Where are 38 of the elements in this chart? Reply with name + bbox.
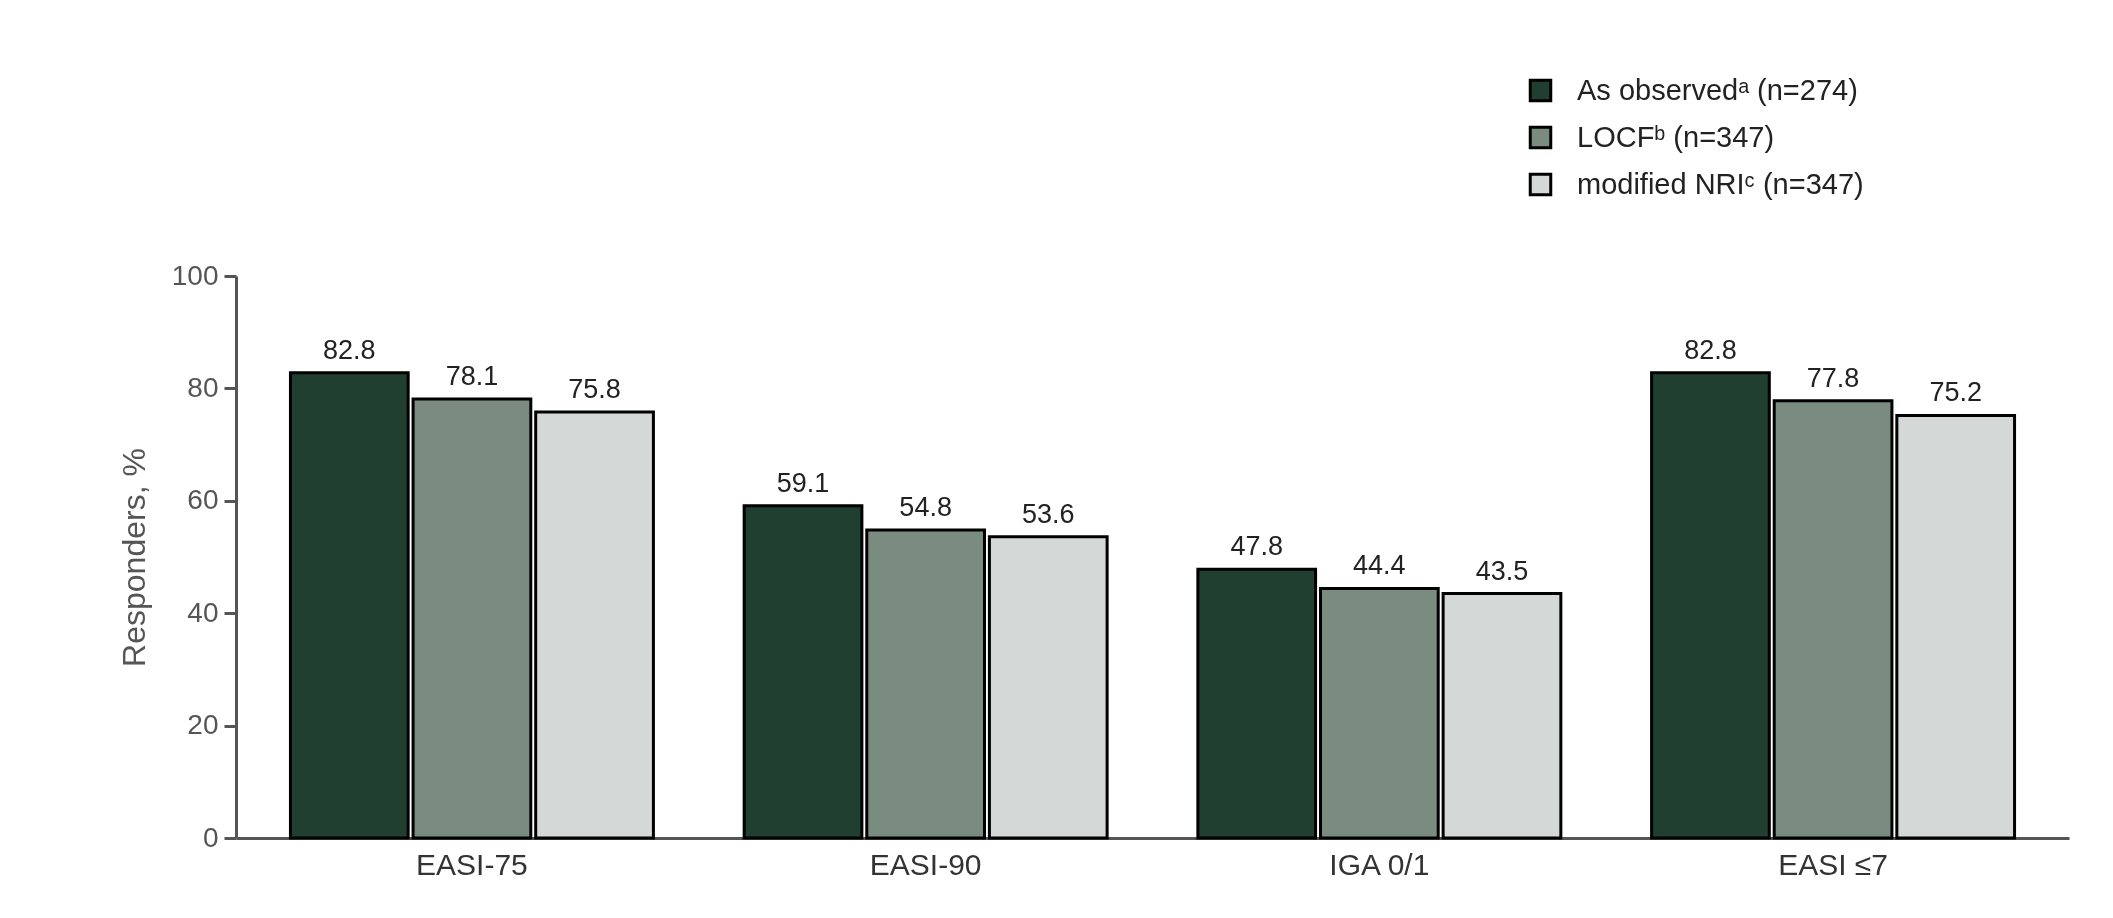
y-tick-label: 0 [202,821,219,853]
data-label: 54.8 [899,492,952,523]
bar [865,528,986,840]
x-tick-label: EASI-90 [869,847,982,881]
data-label: 43.5 [1475,555,1529,586]
legend-label: As observedᵃ (n=274) [1577,73,1858,106]
data-label: 59.1 [776,467,830,498]
data-label: 77.8 [1806,362,1860,393]
x-tick-label: EASI ≤7 [1778,847,1888,881]
bar [411,397,533,840]
data-label: 78.1 [445,361,499,392]
data-label: 82.8 [1684,334,1737,365]
bar [1441,592,1563,840]
y-axis-title: Responders, % [115,448,152,667]
bar [534,410,655,840]
x-tick-label: IGA 0/1 [1329,847,1430,881]
bar [1772,399,1894,840]
bar [1895,413,2017,840]
legend-label: modified NRIᶜ (n=347) [1577,167,1864,200]
data-label: 75.8 [568,374,621,404]
bar [288,371,410,840]
data-label: 44.4 [1353,550,1406,581]
data-label: 75.2 [1929,377,1982,408]
bar [742,504,864,840]
y-tick-label: 20 [187,709,219,741]
data-label: 47.8 [1230,531,1284,562]
y-tick-label: 80 [187,371,219,403]
bar [1650,371,1771,840]
y-tick-label: 60 [187,484,219,516]
y-tick-label: 100 [171,259,219,291]
data-label: 53.6 [1021,498,1075,529]
bar [1319,586,1440,840]
bar [1196,567,1318,840]
y-tick-label: 40 [187,596,219,628]
data-label: 82.8 [323,334,376,365]
bar [987,535,1109,840]
legend-label: LOCFᵇ (n=347) [1577,120,1775,153]
x-tick-label: EASI-75 [416,847,528,881]
